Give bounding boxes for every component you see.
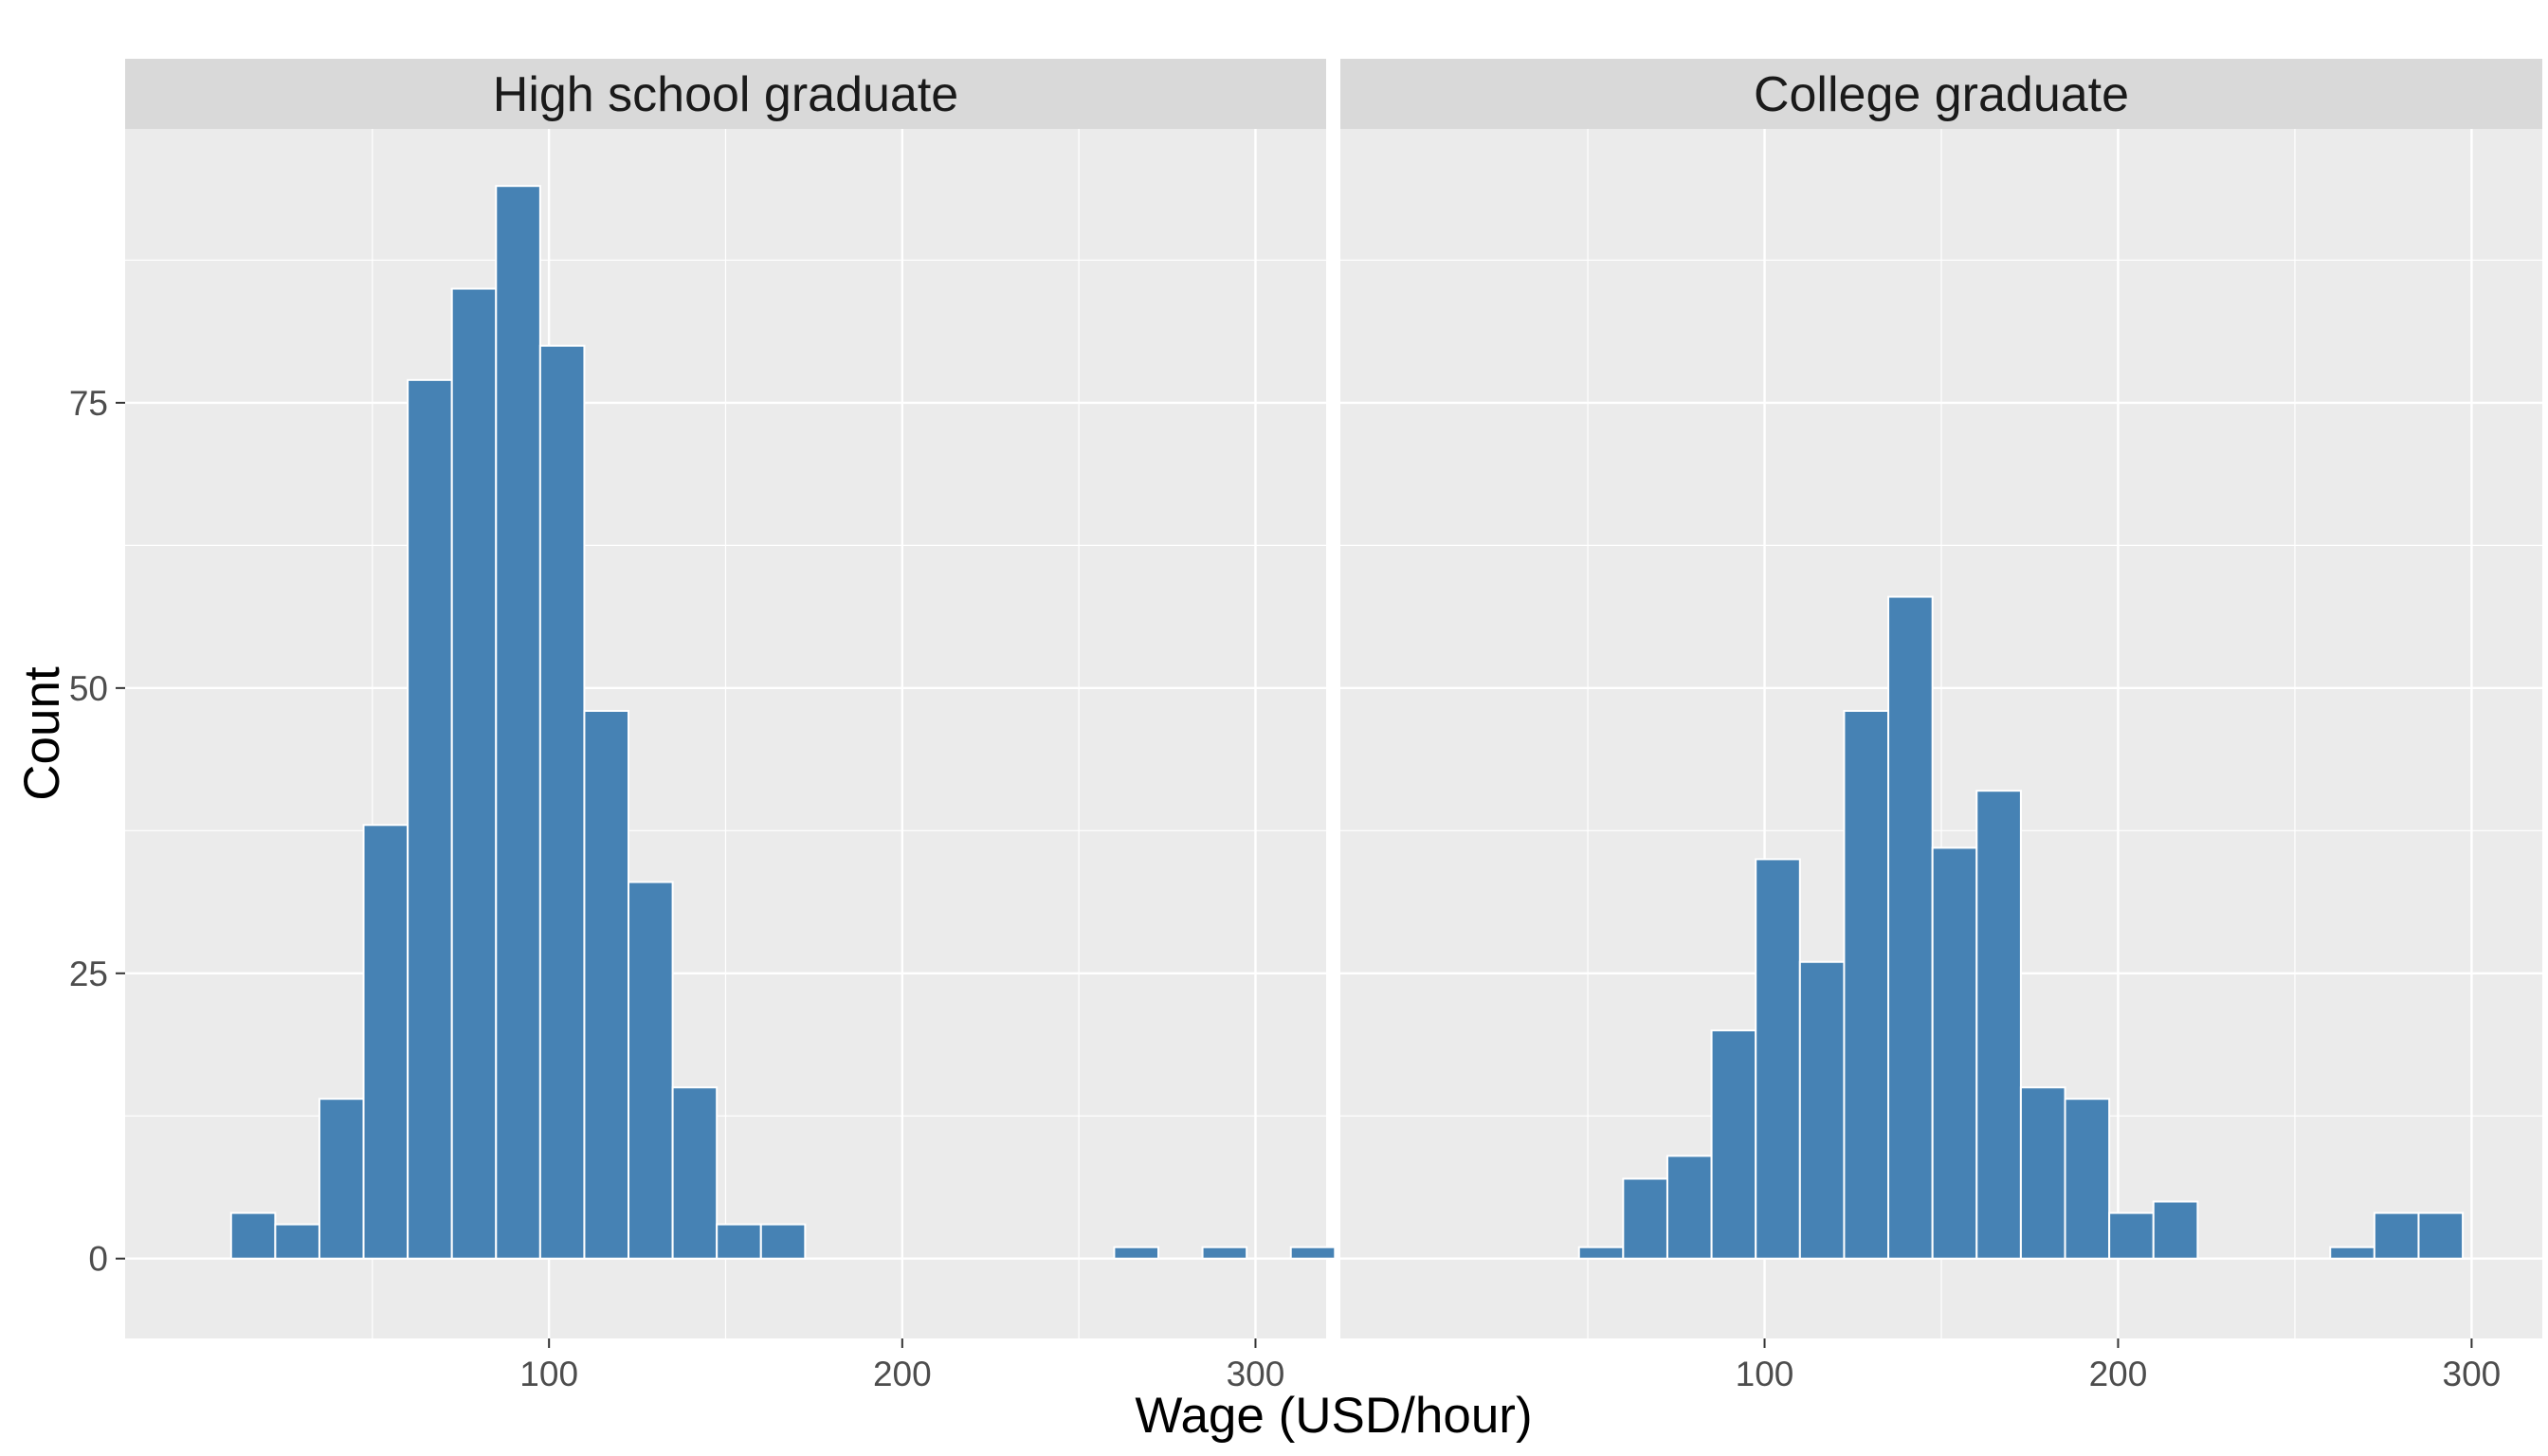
x-tick-label: 200 [873,1355,932,1393]
histogram-bar [2417,1211,2465,1260]
y-tick-label: 0 [88,1240,108,1279]
histogram-bar [2373,1211,2420,1260]
histogram-bar [1843,709,1890,1260]
histogram-bar [2019,1086,2066,1260]
histogram-bar [1665,1155,1713,1260]
x-tick-label: 200 [2089,1355,2148,1393]
histogram-bar [274,1223,320,1260]
histogram-bar [1887,595,1934,1260]
histogram-bar [1289,1246,1337,1260]
histogram-bar [1710,1028,1757,1260]
facet-strip [125,59,1326,129]
histogram-bar [2108,1211,2155,1260]
histogram-bar [495,185,541,1260]
x-tick-label: 300 [1227,1355,1285,1393]
y-tick-label: 25 [69,955,108,993]
histogram-bar [538,344,586,1260]
histogram-bar [2152,1200,2199,1260]
facet-title: High school graduate [493,67,958,122]
histogram-bar [759,1223,807,1260]
y-tick-label: 75 [69,384,108,423]
histogram-bar [318,1098,365,1260]
facet-panel-high-school: High school graduate 100 200 300 [125,59,1337,1393]
histogram-bar [2064,1098,2111,1260]
histogram-bar [628,881,674,1260]
histogram-bar [1622,1177,1668,1260]
facet-title: College graduate [1754,67,2129,122]
histogram-bar [1577,1246,1625,1260]
histogram-bar [1975,790,2022,1260]
facet-panel-college: College graduate 100 200 300 [1340,59,2542,1393]
histogram-bar [1755,858,1801,1260]
histogram-bar [583,709,630,1260]
x-axis-title: Wage (USD/hour) [1135,1388,1532,1444]
histogram-bar [362,824,410,1260]
y-tick-label: 50 [69,669,108,708]
histogram-bar [1113,1246,1159,1260]
histogram-bar [450,287,498,1260]
x-tick-label: 300 [2443,1355,2502,1393]
x-tick-label: 100 [1736,1355,1794,1393]
histogram-bar [1201,1246,1248,1260]
histogram-bar [716,1223,762,1260]
histogram-bar [407,378,453,1260]
y-axis: 0 25 50 75 [69,384,125,1279]
facet-strip [1340,59,2542,129]
histogram-bar [671,1086,719,1260]
histogram-bar [229,1211,277,1260]
histogram-bar [2329,1246,2375,1260]
y-axis-title: Count [14,666,70,801]
histogram-bar [1798,960,1846,1260]
histogram-bar [1931,846,1978,1260]
x-tick-label: 100 [519,1355,578,1393]
